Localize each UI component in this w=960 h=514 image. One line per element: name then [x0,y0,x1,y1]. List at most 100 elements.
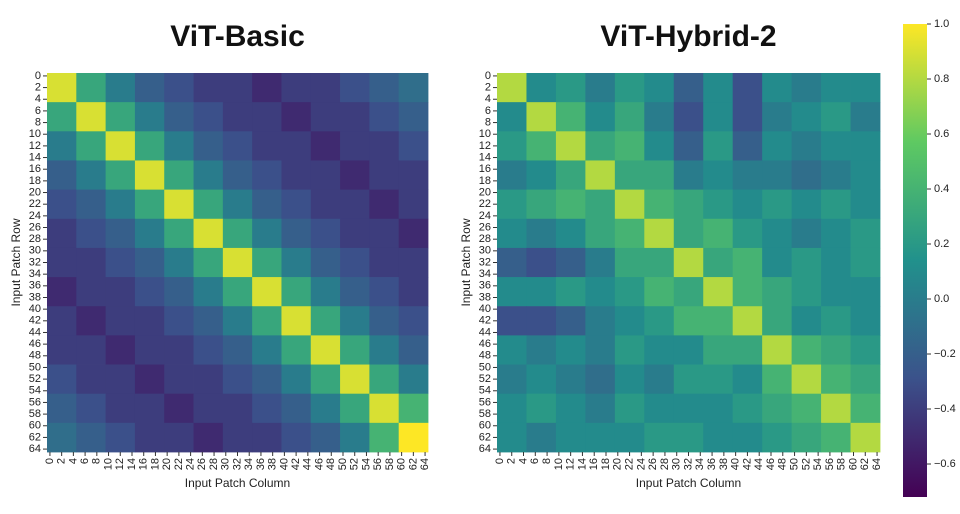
heatmap-cell [497,422,527,453]
heatmap-cell [369,422,400,453]
heatmap-cell [614,306,645,336]
heatmap-cell [76,160,107,191]
heatmap-cell [850,306,881,336]
heatmap-cell [497,218,527,249]
heatmap-cell [193,247,224,278]
heatmap-cell [497,393,527,424]
heatmap-cell [703,393,734,424]
heatmap-cell [222,364,253,395]
y-tick-label: 0 [35,70,41,82]
heatmap-cell [673,160,704,191]
heatmap-cell [526,73,557,103]
heatmap-cell [76,131,107,161]
y-tick-label: 58 [29,408,41,420]
heatmap-cell [340,364,370,395]
heatmap-cell [614,277,645,307]
heatmap-cell [105,306,136,336]
x-tick-label: 54 [812,458,824,470]
heatmap-cell [791,189,822,220]
heatmap-cell [369,73,400,103]
heatmap-cell [762,335,793,365]
x-tick-label: 52 [800,458,812,470]
heatmap-cell [585,131,616,161]
x-tick-label: 10 [102,458,114,470]
heatmap-cell [281,102,312,132]
y-tick-label: 44 [479,326,491,338]
heatmap-cell [850,277,881,307]
heatmap-cell [76,422,107,453]
heatmap-cell [585,422,616,453]
y-tick-label: 12 [479,140,491,152]
colorbar-tick-label: 0.0 [934,293,949,305]
heatmap-cell [526,218,557,249]
heatmap-cell [644,364,675,395]
heatmap-cell [340,306,370,336]
heatmap-cell [821,247,851,278]
heatmap-cell [526,335,557,365]
y-tick-label: 2 [485,81,491,93]
heatmap-cell [732,335,763,365]
heatmap-cell [105,335,136,365]
x-tick-label: 56 [372,458,384,470]
heatmap-cell [821,160,851,191]
heatmap-cell [555,189,586,220]
heatmap-cell [555,335,586,365]
heatmap-cell [703,218,734,249]
y-tick-label: 46 [479,338,491,350]
y-tick-label: 36 [29,280,41,292]
heatmap-cell [222,131,253,161]
heatmap-cell [105,131,136,161]
heatmap-cell [791,422,822,453]
heatmap-cell [222,73,253,103]
heatmap-cell [47,73,77,103]
heatmap-cell [105,364,136,395]
heatmap-cell [526,160,557,191]
heatmap-cell [340,160,370,191]
heatmap-cell [585,306,616,336]
heatmap-cell [497,277,527,307]
x-tick-label: 32 [231,458,243,470]
y-tick-label: 2 [35,81,41,93]
heatmap-cell [762,306,793,336]
heatmap-cell [310,131,341,161]
heatmap-cell [76,335,107,365]
y-tick-label: 32 [479,256,491,268]
heatmap-cell [732,189,763,220]
x-tick-label: 20 [161,458,173,470]
heatmap-cell [585,102,616,132]
heatmap-cell [673,422,704,453]
heatmap-cell [732,247,763,278]
heatmap-cell [47,393,77,424]
heatmap-cell [732,306,763,336]
heatmap-cell [497,102,527,132]
heatmap-cell [673,277,704,307]
heatmap-cell [585,73,616,103]
heatmap-cell [614,422,645,453]
x-tick-label: 58 [384,458,396,470]
x-tick-label: 10 [553,458,565,470]
heatmap-cell [105,160,136,191]
heatmap-cell [252,335,282,365]
heatmap-cell [193,364,224,395]
x-tick-label: 56 [824,458,836,470]
heatmap-cell [47,189,77,220]
heatmap-cell [340,131,370,161]
colorbar-tick-label: 0.4 [934,183,949,195]
x-tick-label: 52 [349,458,361,470]
y-tick-label: 64 [29,443,41,455]
heatmap-cell [703,364,734,395]
heatmap-cell [164,131,194,161]
heatmap-cell [526,102,557,132]
heatmap-cell [193,189,224,220]
heatmap-cell [821,422,851,453]
heatmap-cell [222,393,253,424]
heatmap-cell [850,335,881,365]
heatmap-cell [791,247,822,278]
heatmap-cell [644,422,675,453]
heatmap-cell [134,422,165,453]
heatmap-cell [673,247,704,278]
heatmap-cell [47,364,77,395]
y-tick-label: 20 [479,186,491,198]
heatmap-cell [555,422,586,453]
heatmap-cell [732,277,763,307]
